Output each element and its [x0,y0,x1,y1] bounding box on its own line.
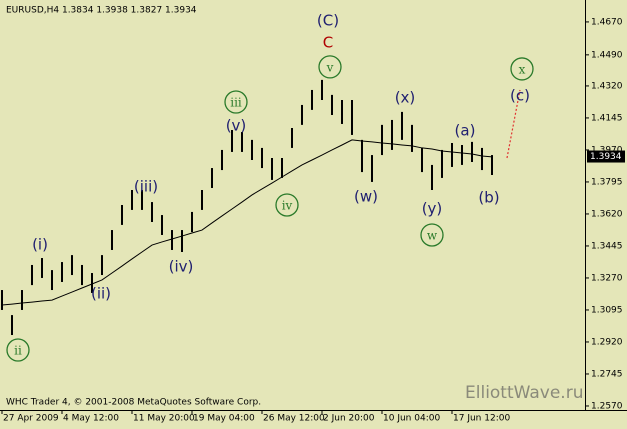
x-tick-label: 19 May 04:00 [193,414,255,424]
y-tick-label: 1.4670 [591,17,623,27]
wave-label: w [427,228,438,242]
wave-label: (x) [395,88,416,106]
wave-label: (y) [422,199,443,217]
y-tick-label: 1.3445 [591,241,623,251]
wave-label: ii [14,344,22,358]
wave-label: (v) [226,116,247,134]
wave-circle [510,57,534,81]
x-tick-label: 17 Jun 12:00 [453,414,510,424]
wave-label: C [323,33,333,51]
wave-circle [318,55,342,79]
y-tick-label: 1.4490 [591,50,623,60]
wave-label: (w) [354,188,378,206]
projection-line [506,89,521,159]
y-tick-label: 1.2745 [591,369,623,379]
y-tick-label: 1.3620 [591,209,623,219]
x-tick-label: 10 Jun 04:00 [383,414,440,424]
y-tick-label: 1.3270 [591,273,623,283]
y-tick-label: 1.3970 [591,145,623,155]
wave-label: (iv) [169,258,194,276]
y-tick-label: 1.2570 [591,401,623,411]
x-tick-label: 26 May 12:00 [263,414,325,424]
wave-label: (b) [478,188,499,206]
x-tick-label: 11 May 20:00 [133,414,195,424]
wave-circle [6,338,30,362]
moving-average [1,139,493,306]
x-tick-label: 2 Jun 20:00 [323,414,375,424]
watermark: ElliottWave.ru [465,383,583,403]
wave-label: (iii) [134,177,158,195]
wave-circle [420,223,444,247]
wave-label: (c) [510,86,530,104]
footer: WHC Trader 4, © 2001-2008 MetaQuotes Sof… [6,398,261,408]
wave-label: iv [282,198,293,212]
y-tick-label: 1.3095 [591,305,623,315]
y-tick-label: 1.4145 [591,113,623,123]
wave-label: v [326,60,334,74]
x-tick-label: 27 Apr 2009 [3,414,59,424]
wave-label: (C) [317,11,339,29]
y-tick-label: 1.4320 [591,81,623,91]
wave-label: iii [230,96,242,110]
current-price-label: 1.3934 [590,152,622,162]
wave-label: (ii) [91,284,111,302]
y-tick-label: 1.2920 [591,337,623,347]
x-tick-label: 4 May 12:00 [63,414,119,424]
wave-label: (i) [32,235,48,253]
chart-title: EURUSD,H4 1.3834 1.3938 1.3827 1.3934 [6,6,197,16]
wave-circle [224,90,248,114]
y-tick-label: 1.3795 [591,177,623,187]
current-price-box [587,150,625,163]
wave-label: (a) [455,122,476,140]
wave-circle [275,193,299,217]
wave-label: x [519,62,526,76]
